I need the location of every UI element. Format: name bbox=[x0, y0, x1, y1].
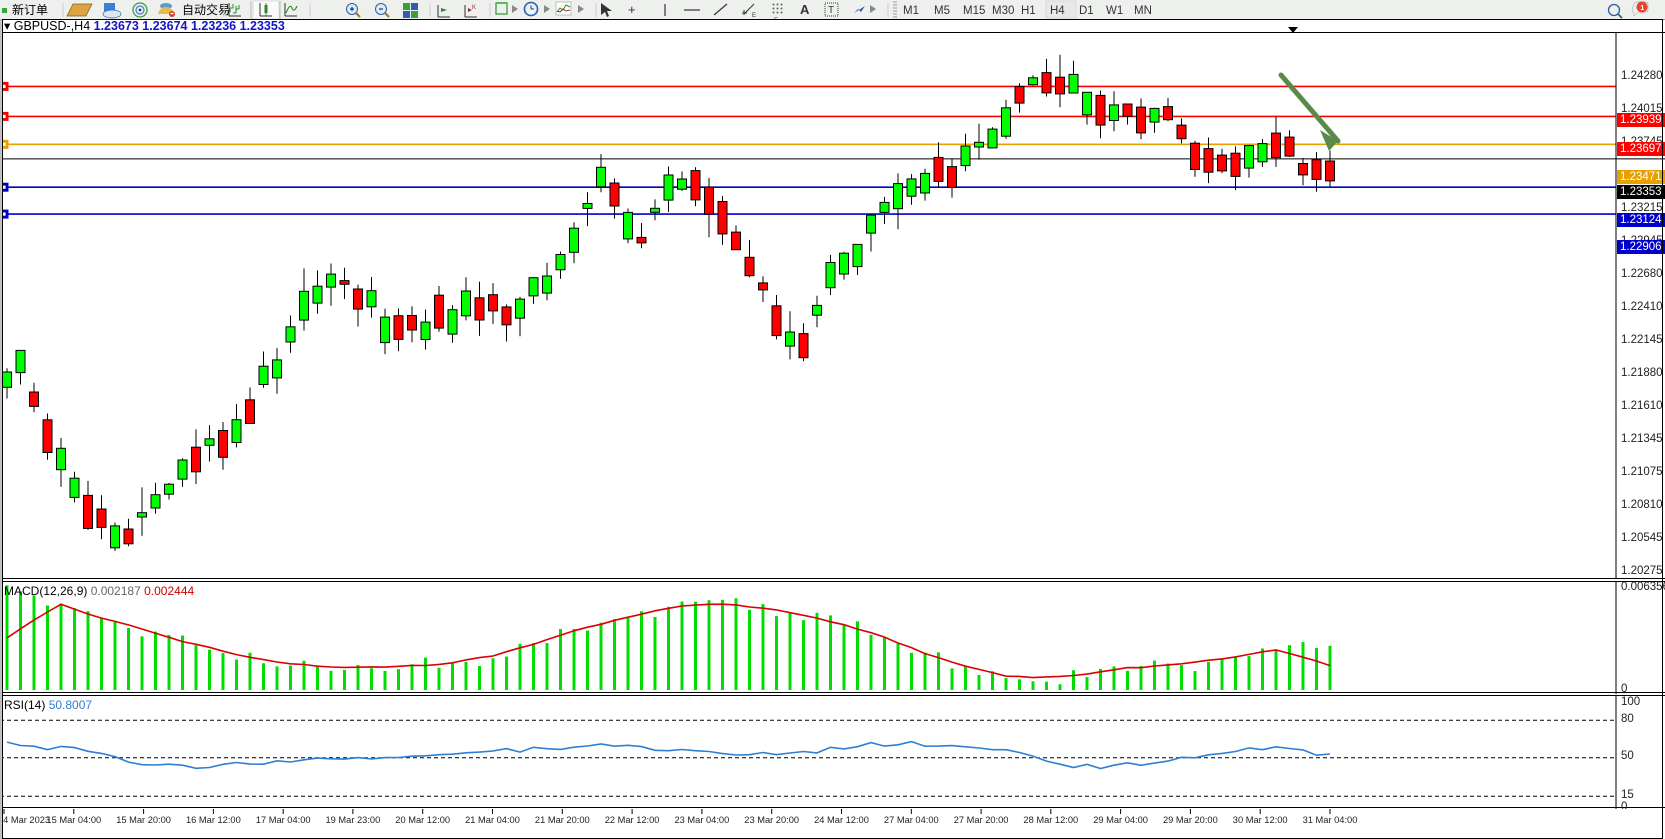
svg-text:E: E bbox=[752, 13, 756, 19]
svg-text:D1: D1 bbox=[1079, 5, 1094, 17]
svg-text:M1: M1 bbox=[903, 5, 919, 17]
svg-text:新订单: 新订单 bbox=[12, 2, 48, 17]
svg-text:自动交易: 自动交易 bbox=[182, 2, 230, 17]
svg-text:A: A bbox=[800, 2, 810, 17]
svg-text:T: T bbox=[828, 5, 834, 16]
svg-text:1: 1 bbox=[1640, 3, 1644, 12]
svg-text:MN: MN bbox=[1134, 5, 1152, 17]
svg-text:W1: W1 bbox=[1106, 5, 1123, 17]
svg-text:M5: M5 bbox=[934, 5, 950, 17]
svg-text:M15: M15 bbox=[963, 5, 985, 17]
svg-text:+: + bbox=[628, 2, 636, 17]
svg-text:M30: M30 bbox=[992, 5, 1014, 17]
svg-text:H4: H4 bbox=[1050, 5, 1065, 17]
svg-text:H1: H1 bbox=[1021, 5, 1036, 17]
svg-text:K: K bbox=[472, 5, 476, 11]
